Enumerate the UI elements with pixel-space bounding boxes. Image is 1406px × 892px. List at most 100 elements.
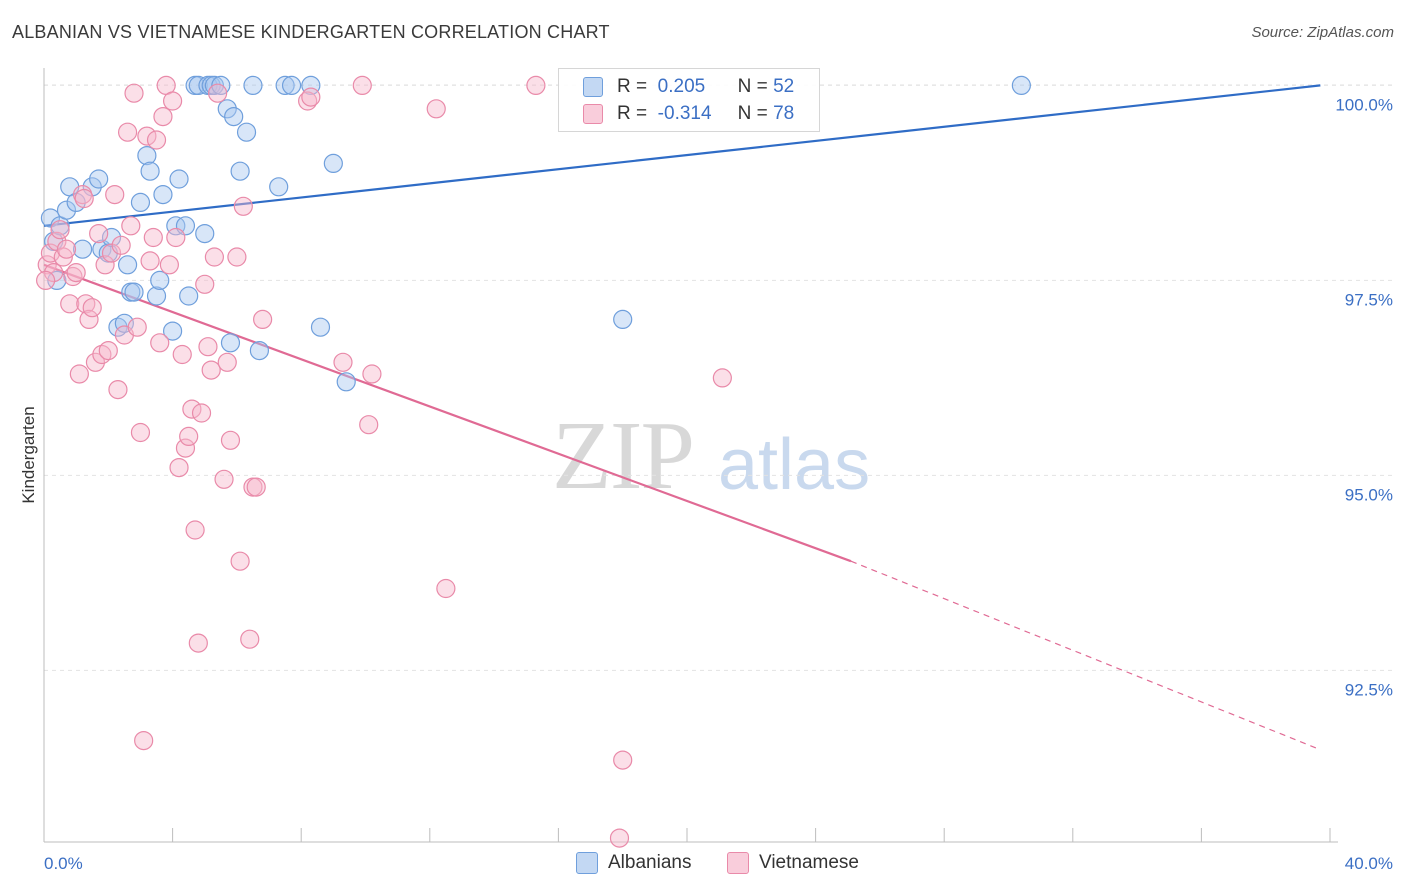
albanians-point (217, 99, 237, 119)
vietnamese-swatch (583, 104, 603, 124)
vietnamese-point (134, 730, 154, 751)
vietnamese-point (140, 251, 160, 271)
vietnamese-point (137, 126, 157, 146)
albanians-point (140, 161, 160, 181)
vietnamese-point (79, 309, 99, 329)
vietnamese-point (233, 196, 253, 216)
vietnamese-point (253, 309, 273, 329)
vietnamese-point (40, 243, 61, 263)
vietnamese-point (179, 426, 199, 446)
vietnamese-point (185, 520, 205, 540)
vietnamese-point (89, 224, 109, 244)
vietnamese-point (220, 430, 241, 450)
vietnamese-point (159, 255, 179, 275)
albanians-point (89, 169, 109, 189)
vietnamese-point (191, 403, 212, 423)
albanians-point (179, 286, 199, 306)
chart-title: ALBANIAN VS VIETNAMESE KINDERGARTEN CORR… (12, 22, 610, 42)
vietnamese-point (111, 235, 131, 255)
legend-n-label: N = (737, 76, 768, 97)
albanians-point (163, 321, 183, 341)
vietnamese-point (172, 344, 192, 365)
vietnamese-point (130, 422, 151, 443)
vietnamese-point (105, 185, 125, 205)
albanians-point (336, 372, 356, 392)
vietnamese-point (526, 75, 546, 96)
vietnamese-point (143, 227, 163, 248)
albanians-point (281, 75, 302, 96)
vietnamese-trend-line (43, 263, 852, 563)
vietnamese-point (333, 352, 353, 372)
albanians-point (101, 227, 122, 248)
y-tick-label: 100.0% (1335, 95, 1393, 114)
albanians-point (613, 309, 633, 329)
vietnamese-point (362, 364, 382, 384)
vietnamese-point (426, 99, 446, 119)
vietnamese-point (153, 106, 173, 127)
legend-label-albanians: Albanians (608, 852, 692, 873)
vietnamese-point (240, 629, 260, 649)
albanians-point (220, 333, 241, 353)
albanians-point (249, 341, 270, 361)
vietnamese-point (301, 87, 321, 107)
vietnamese-point (195, 274, 215, 294)
y-axis-label: Kindergarten (19, 406, 38, 503)
vietnamese-point (36, 270, 56, 290)
legend-item-vietnamese[interactable]: Vietnamese (727, 852, 859, 874)
vietnamese-point (169, 458, 189, 478)
albanians-legend-swatch (576, 852, 598, 874)
vietnamese-point (37, 255, 57, 275)
albanians-point (150, 270, 170, 290)
vietnamese-point (69, 364, 89, 384)
vietnamese-point (359, 415, 379, 435)
albanians-point (137, 146, 157, 166)
albanians-point (323, 153, 343, 173)
vietnamese-point (204, 247, 224, 267)
vietnamese-point (50, 220, 70, 240)
albanians-point (269, 177, 289, 197)
x-tick-label: 40.0% (1345, 854, 1393, 873)
legend-r-value: -0.314 (657, 103, 712, 124)
vietnamese-point (74, 188, 94, 209)
legend-n-value: 78 (773, 103, 795, 124)
albanians-swatch (583, 77, 603, 97)
legend-n-value: 52 (773, 76, 795, 97)
vietnamese-point (208, 83, 228, 103)
vietnamese-point (66, 263, 86, 283)
vietnamese-point (56, 239, 77, 259)
vietnamese-point (121, 216, 141, 236)
albanians-point (310, 317, 331, 337)
albanians-point (1011, 75, 1031, 96)
legend-label-vietnamese: Vietnamese (759, 852, 859, 873)
vietnamese-point (101, 243, 122, 263)
vietnamese-point (108, 380, 128, 400)
vietnamese-point (166, 227, 186, 248)
albanians-point (130, 192, 151, 212)
vietnamese-point (712, 368, 732, 388)
vietnamese-point (182, 399, 202, 419)
vietnamese-point (60, 294, 80, 314)
vietnamese-point (246, 477, 266, 497)
albanians-point (72, 239, 93, 259)
stats-legend: R = 0.205 N = 52 R = -0.314 N = 78 (558, 68, 820, 132)
vietnamese-point (175, 438, 196, 458)
vietnamese-point (124, 83, 144, 103)
legend-item-albanians[interactable]: Albanians (576, 852, 691, 874)
vietnamese-point (188, 633, 208, 653)
x-tick-label: 0.0% (44, 854, 83, 873)
vietnamese-point (85, 352, 106, 372)
trend-lines (43, 84, 1321, 749)
albanians-point (195, 224, 215, 244)
y-tick-label: 97.5% (1345, 290, 1393, 309)
vietnamese-point (613, 750, 633, 770)
chart-source: Source: ZipAtlas.com (1251, 24, 1394, 41)
watermark-atlas: atlas (718, 425, 871, 505)
legend-r-value: 0.205 (657, 76, 706, 97)
vietnamese-point (227, 247, 247, 267)
albanians-trend-line (43, 84, 1321, 227)
albanians-point (275, 75, 295, 96)
legend-r-label: R = (617, 103, 648, 124)
albanians-point (117, 255, 138, 275)
vietnamese-point (214, 469, 234, 489)
